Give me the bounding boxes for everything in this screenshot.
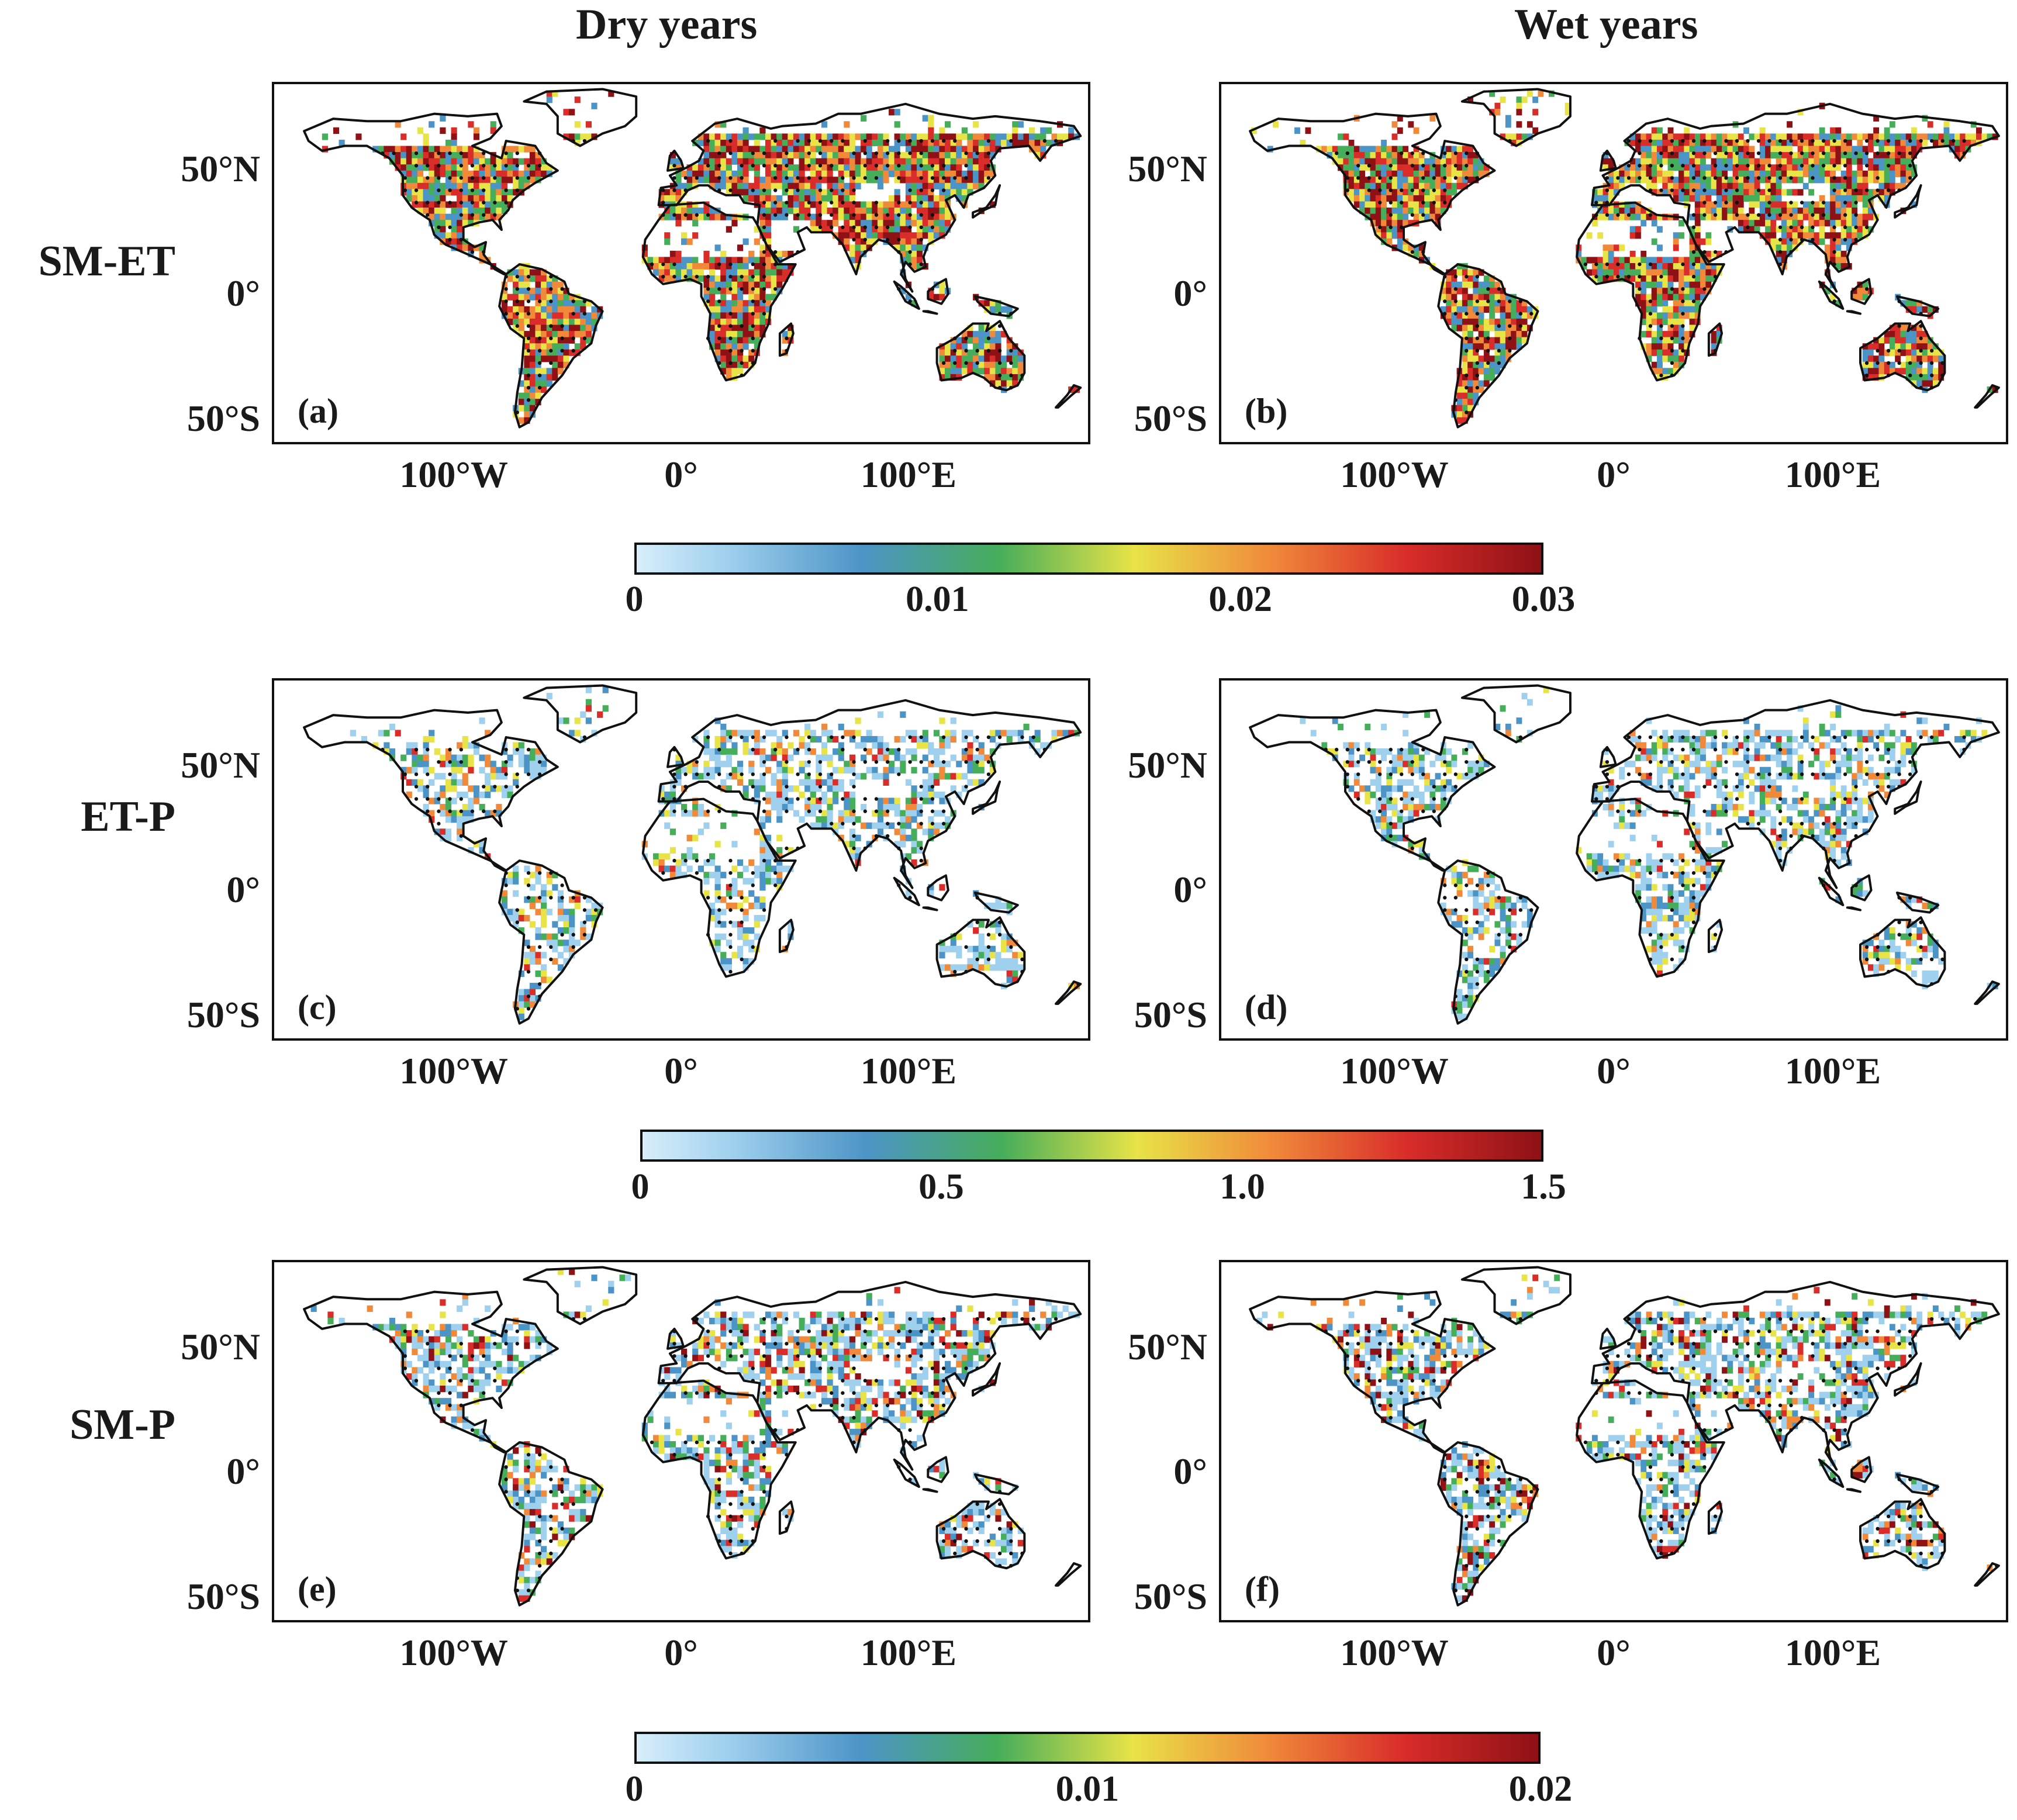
lat-tick-label: 50°S (186, 994, 260, 1036)
lat-tick-label: 50°S (1134, 994, 1207, 1036)
lon-tick-label: 100°W (1340, 1050, 1449, 1092)
colorbar-tick-label: 0.01 (1055, 1769, 1120, 1809)
lon-tick-label: 100°W (399, 454, 508, 495)
column-title-dry: Dry years (576, 1, 758, 49)
lat-tick-label: 50°N (181, 1325, 260, 1367)
coastlines (1249, 684, 2000, 1025)
lat-tick-label: 50°S (1134, 398, 1207, 440)
colorbar-tick-label: 0.03 (1511, 579, 1576, 619)
lon-tick-label: 100°E (860, 1632, 957, 1673)
lat-tick-label: 50°N (1128, 1325, 1207, 1367)
colorbar-tick-label: 0 (631, 1167, 650, 1207)
coastlines (303, 684, 1082, 1025)
row-label-sm-p: SM-P (70, 1401, 175, 1449)
colorbar-tick-label: 0.5 (918, 1167, 964, 1207)
lon-tick-label: 100°E (860, 454, 957, 495)
lat-tick-label: 50°S (1134, 1576, 1207, 1618)
map-canvas (303, 88, 1082, 429)
panel-label: (c) (298, 988, 337, 1027)
colorbar-tick-label: 0 (625, 1769, 644, 1809)
lat-tick-label: 0° (1173, 272, 1207, 315)
lat-tick-label: 50°N (181, 147, 260, 189)
significance-dots (1324, 1317, 1999, 1593)
row-label-et-p: ET-P (81, 793, 175, 841)
value-field (310, 1268, 1080, 1602)
value-field (1256, 1275, 1993, 1602)
colorbar-tick-label: 0.02 (1508, 1769, 1573, 1809)
lon-tick-label: 100°E (1784, 1632, 1881, 1673)
lat-tick-label: 0° (1173, 869, 1207, 911)
lon-tick-label: 100°W (1340, 1632, 1449, 1673)
map-canvas (303, 1266, 1082, 1607)
coastlines (303, 1266, 1082, 1607)
panel-label: (e) (298, 1570, 337, 1608)
lon-tick-label: 0° (664, 1050, 698, 1092)
map-canvas (1249, 1266, 2000, 1607)
map-panel-f: (f) (1219, 1260, 2008, 1622)
lon-tick-label: 100°W (399, 1050, 508, 1092)
lon-tick-label: 100°E (1784, 454, 1881, 495)
lon-tick-label: 100°W (1340, 454, 1449, 495)
lon-tick-label: 0° (1597, 1632, 1631, 1673)
lat-tick-label: 50°N (181, 744, 260, 786)
lat-tick-label: 50°N (1128, 147, 1207, 189)
row-label-sm-et: SM-ET (38, 237, 175, 285)
colorbar-tick-label: 1.5 (1521, 1167, 1566, 1207)
colorbar-et-p (640, 1130, 1543, 1162)
lon-tick-label: 100°E (1784, 1050, 1881, 1092)
map-panel-d: (d) (1219, 678, 2008, 1041)
lon-tick-label: 0° (1597, 454, 1631, 495)
lat-tick-label: 0° (226, 869, 260, 911)
panel-label: (f) (1245, 1570, 1280, 1608)
lat-tick-label: 50°S (186, 1576, 260, 1618)
lat-tick-label: 0° (226, 272, 260, 315)
lon-tick-label: 100°E (860, 1050, 957, 1092)
lon-tick-label: 0° (1597, 1050, 1631, 1092)
map-canvas (1249, 88, 2000, 429)
lon-tick-label: 0° (664, 1632, 698, 1673)
value-field (1300, 686, 1998, 1020)
map-canvas (1249, 684, 2000, 1025)
colorbar-tick-label: 0.01 (906, 579, 969, 619)
lat-tick-label: 0° (226, 1451, 260, 1493)
lon-tick-label: 100°W (399, 1632, 508, 1673)
colorbar-tick-label: 0 (625, 579, 644, 619)
colorbar-tick-label: 1.0 (1220, 1167, 1265, 1207)
colorbar-tick-label: 0.02 (1208, 579, 1272, 619)
map-panel-c: (c) (272, 678, 1090, 1041)
map-canvas (303, 684, 1082, 1025)
colorbar-sm-p (634, 1732, 1541, 1764)
panel-label: (a) (298, 392, 339, 430)
map-panel-e: (e) (272, 1260, 1090, 1622)
colorbar-sm-et (634, 543, 1543, 575)
coastlines (303, 88, 1082, 429)
map-panel-b: (b) (1219, 82, 2008, 444)
lat-tick-label: 0° (1173, 1451, 1207, 1493)
value-field (322, 90, 1080, 424)
lat-tick-label: 50°S (186, 398, 260, 440)
coastlines (1249, 88, 2000, 429)
panel-label: (b) (1245, 392, 1288, 430)
significance-dots (1324, 735, 1966, 1011)
map-panel-a: (a) (272, 82, 1090, 444)
lat-tick-label: 50°N (1128, 744, 1207, 786)
significance-dots (1335, 139, 1999, 415)
column-title-wet: Wet years (1514, 1, 1698, 49)
coastlines (1249, 1266, 2000, 1607)
panel-label: (d) (1245, 988, 1288, 1027)
lon-tick-label: 0° (664, 454, 698, 495)
